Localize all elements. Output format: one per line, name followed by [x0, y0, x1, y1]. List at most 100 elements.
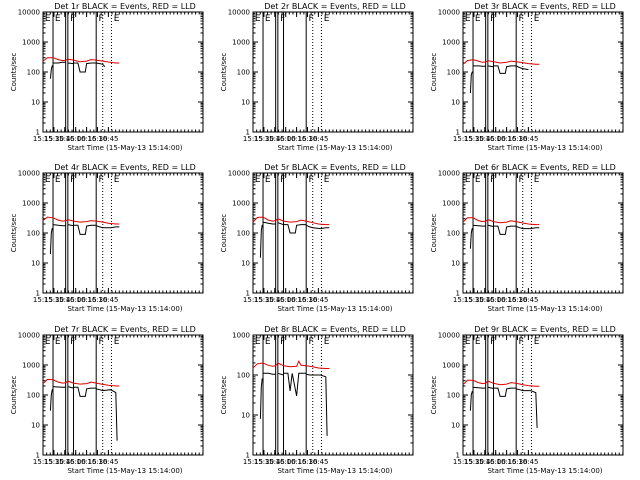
series-line-events — [493, 65, 517, 74]
x-tick-label: 16:00 — [66, 296, 86, 304]
y-tick-label: 1000 — [232, 332, 250, 340]
time-marker-flag: E — [55, 175, 61, 185]
series-line-events — [277, 222, 284, 226]
y-axis-title: Counts/sec — [10, 376, 18, 415]
series-line-events — [472, 386, 486, 389]
time-marker-flag: F — [518, 337, 523, 347]
x-tick-label: 16:15 — [77, 458, 97, 466]
time-marker-flag: E — [45, 14, 51, 24]
x-tick-label: 15:30 — [464, 296, 484, 304]
y-tick-label: 1 — [456, 452, 460, 460]
panel-title: Det 5r BLACK = Events, RED = LLD — [264, 163, 406, 172]
x-tick-label: 16:00 — [276, 135, 296, 143]
time-marker-flag: F — [490, 14, 495, 24]
time-marker-flag: E — [465, 14, 471, 24]
x-tick-label: 15:15 — [33, 296, 53, 304]
series-line-lld — [42, 216, 120, 225]
panel-title: Det 1r BLACK = Events, RED = LLD — [54, 2, 196, 11]
time-marker-flag: E — [55, 14, 61, 24]
panel-title: Det 6r BLACK = Events, RED = LLD — [474, 163, 616, 172]
series-line-lld — [462, 379, 540, 387]
y-tick-label: 1000 — [442, 39, 460, 47]
x-tick-label: 15:15 — [453, 135, 473, 143]
x-tick-label: 16:30 — [87, 135, 107, 143]
time-marker-flag: E — [324, 14, 330, 24]
time-marker-flag: F — [280, 337, 285, 347]
time-marker-flag: F — [490, 175, 495, 185]
plot-frame — [462, 172, 624, 294]
chart-panel: Det 3r BLACK = Events, RED = LLD 1 10 100 10… — [430, 2, 624, 152]
time-marker-flag: E — [265, 14, 271, 24]
x-tick-label: 15:45 — [55, 296, 75, 304]
series-line-events — [73, 386, 97, 397]
chart-panel: Det 7r BLACK = Events, RED = LLD 1 10 100 10… — [10, 325, 204, 475]
time-marker-flag: E — [55, 337, 61, 347]
series-line-events — [96, 225, 120, 229]
time-marker-flag: E — [465, 337, 471, 347]
x-tick-label: 15:30 — [254, 458, 274, 466]
x-axis-title: Start Time (15-May-13 15:14:00) — [277, 144, 392, 152]
time-marker-flag: E — [265, 337, 271, 347]
chart-panel: Det 6r BLACK = Events, RED = LLD 1 10 100 10… — [430, 163, 624, 313]
chart-panel: Det 8r BLACK = Events, RED = LLD 1 10 100 10… — [220, 325, 414, 475]
plot-frame — [462, 11, 624, 133]
x-tick-label: 15:45 — [55, 458, 75, 466]
series-line-events — [277, 372, 284, 376]
y-axis-title: Counts/sec — [10, 53, 18, 92]
x-tick-label: 15:15 — [243, 135, 263, 143]
y-axis-title: Counts/sec — [430, 53, 438, 92]
series-line-events — [96, 62, 106, 68]
x-tick-label: 15:45 — [265, 296, 285, 304]
panel-title: Det 7r BLACK = Events, RED = LLD — [54, 325, 196, 334]
x-axis-title: Start Time (15-May-13 15:14:00) — [277, 467, 392, 475]
y-tick-label: 100 — [447, 69, 460, 77]
y-axis-title: Counts/sec — [430, 214, 438, 253]
time-marker-flag: E — [255, 14, 261, 24]
y-tick-label: 10000 — [18, 9, 40, 17]
x-tick-label: 16:15 — [287, 296, 307, 304]
x-tick-label: 16:30 — [297, 458, 317, 466]
x-tick-label: 16:15 — [497, 135, 517, 143]
x-tick-label: 15:45 — [475, 458, 495, 466]
x-tick-label: 16:30 — [507, 296, 527, 304]
series-line-events — [469, 228, 473, 249]
y-tick-label: 10 — [451, 99, 460, 107]
y-tick-label: 10000 — [438, 332, 460, 340]
y-tick-label: 10 — [31, 422, 40, 430]
panel-title: Det 4r BLACK = Events, RED = LLD — [54, 163, 196, 172]
y-tick-label: 100 — [237, 230, 250, 238]
series-line-events — [469, 391, 473, 411]
time-marker-flag: F — [308, 175, 313, 185]
x-tick-label: 15:30 — [44, 296, 64, 304]
x-tick-label: 16:15 — [497, 458, 517, 466]
series-line-events — [472, 224, 486, 227]
x-tick-label: 15:30 — [254, 296, 274, 304]
x-tick-label: 15:15 — [243, 458, 263, 466]
series-line-events — [305, 224, 330, 230]
x-tick-label: 16:30 — [87, 458, 107, 466]
y-axis-title: Counts/sec — [430, 376, 438, 415]
y-axis-title: Counts/sec — [10, 214, 18, 253]
series-line-events — [67, 62, 74, 65]
x-axis-title: Start Time (15-May-13 15:14:00) — [277, 305, 392, 313]
y-tick-label: 1 — [456, 129, 460, 137]
x-tick-label: 16:15 — [497, 296, 517, 304]
x-tick-label: 16:00 — [66, 458, 86, 466]
series-line-lld — [252, 360, 330, 369]
y-tick-label: 100 — [237, 69, 250, 77]
time-marker-flag: F — [280, 14, 285, 24]
time-marker-flag: E — [475, 337, 481, 347]
y-tick-label: 1000 — [232, 200, 250, 208]
x-tick-label: 16:00 — [486, 135, 506, 143]
x-tick-label: 16:45 — [98, 458, 118, 466]
y-tick-label: 100 — [27, 392, 40, 400]
panel-title: Det 9r BLACK = Events, RED = LLD — [474, 325, 616, 334]
x-axis-title: Start Time (15-May-13 15:14:00) — [67, 305, 182, 313]
time-marker-flag: E — [114, 14, 120, 24]
time-marker-flag: F — [308, 14, 313, 24]
chart-panel: Det 2r BLACK = Events, RED = LLD 1 10 100 10… — [220, 2, 414, 152]
y-tick-label: 1 — [246, 129, 250, 137]
y-tick-label: 10 — [31, 99, 40, 107]
time-marker-flag: E — [324, 337, 330, 347]
x-axis-title: Start Time (15-May-13 15:14:00) — [67, 467, 182, 475]
